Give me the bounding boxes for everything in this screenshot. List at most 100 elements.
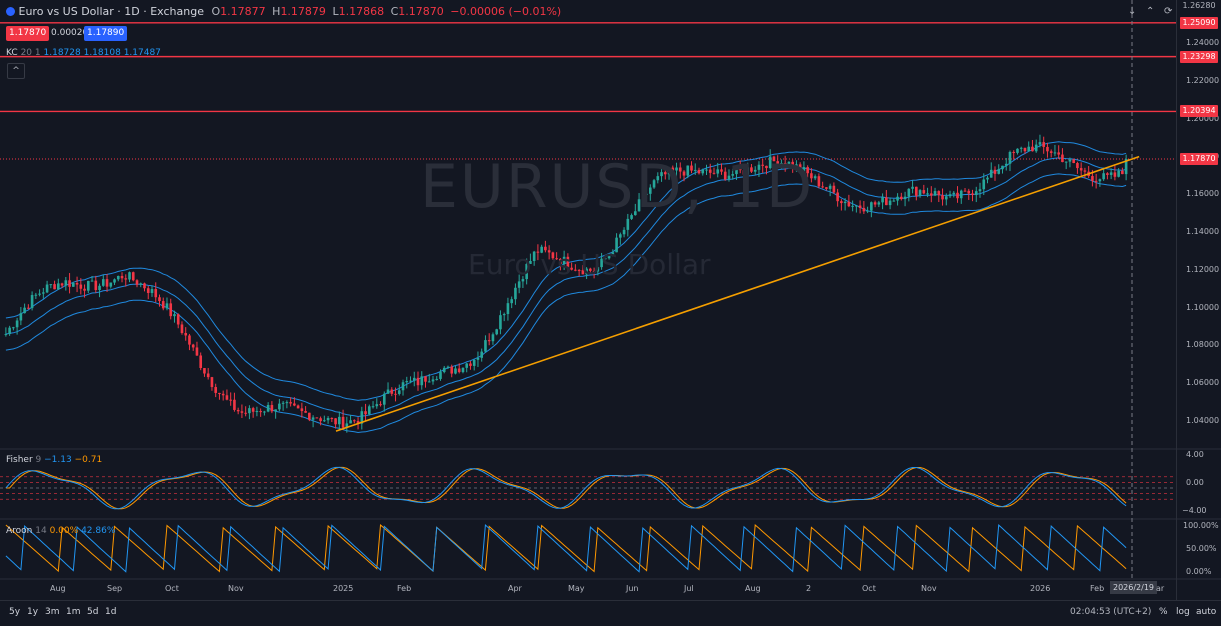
candle-body: [1004, 163, 1008, 166]
collapse-legend-button[interactable]: ^: [7, 63, 25, 79]
aroon-up-line: [5, 523, 1127, 573]
range-1d[interactable]: 1d: [105, 607, 117, 617]
candle-body: [1027, 146, 1031, 152]
candle-body: [675, 167, 678, 171]
range-3m[interactable]: 3m: [45, 607, 60, 617]
price-tick: 1.16000: [1186, 189, 1220, 199]
aroon-scale-top: 100.00%: [1183, 521, 1219, 530]
range-1y[interactable]: 1y: [27, 607, 39, 617]
candle-body: [926, 193, 929, 195]
candle-body: [851, 205, 854, 207]
candle-body: [64, 280, 68, 286]
candle-body: [412, 377, 416, 381]
watermark-ticker: EURUSD, 1D: [420, 152, 815, 222]
candle-body: [165, 303, 169, 309]
candle-body: [394, 393, 397, 395]
candle-body: [993, 169, 997, 174]
open-value: 1.17877: [220, 5, 266, 18]
fisher-legend[interactable]: Fisher 9 −1.13 −0.71: [6, 455, 102, 465]
candle-body: [746, 167, 750, 175]
sell-button[interactable]: 1.17870: [6, 26, 50, 41]
candle-body: [1091, 176, 1094, 181]
candle-body: [1109, 172, 1113, 175]
buy-button[interactable]: 1.17890: [84, 26, 128, 41]
candle-body: [98, 285, 101, 291]
fisher-line: [5, 466, 1127, 510]
symbol-title[interactable]: Euro vs US Dollar · 1D · Exchange: [18, 5, 204, 18]
candle-body: [723, 171, 727, 180]
candle-body: [660, 172, 663, 177]
range-1m[interactable]: 1m: [66, 607, 81, 617]
candle-body: [974, 191, 978, 196]
candle-body: [146, 288, 150, 293]
candle-body: [765, 165, 768, 169]
candle-body: [214, 387, 217, 393]
level-price-label[interactable]: 1.25090: [1180, 16, 1218, 29]
candle-body: [293, 403, 296, 406]
level-price-label[interactable]: 1.23298: [1180, 50, 1218, 63]
candle-body: [431, 379, 435, 382]
time-axis-label: Nov: [921, 584, 937, 593]
candle-body: [911, 186, 914, 189]
candle-body: [701, 169, 705, 174]
candle-body: [345, 423, 349, 428]
download-icon[interactable]: ↓: [1128, 6, 1137, 17]
percent-toggle[interactable]: %: [1159, 607, 1168, 617]
candle-body: [1079, 168, 1083, 171]
candle-body: [903, 196, 907, 200]
kc-name: KC: [6, 48, 18, 58]
chart-canvas[interactable]: [0, 0, 1221, 600]
candle-body: [278, 403, 281, 410]
refresh-icon[interactable]: ⟳: [1164, 6, 1173, 17]
candle-body: [813, 176, 817, 179]
range-5y[interactable]: 5y: [9, 607, 21, 617]
aroon-legend[interactable]: Aroon 14 0.00% 42.86%: [6, 526, 115, 536]
clock-timezone[interactable]: 02:04:53 (UTC+2): [1070, 607, 1152, 617]
candle-body: [491, 334, 495, 342]
time-axis-label: Aug: [50, 584, 66, 593]
level-price-label[interactable]: 1.20394: [1180, 105, 1218, 118]
candle-body: [1023, 147, 1027, 152]
kc-upper-value: 1.18728: [43, 48, 81, 58]
candle-body: [68, 280, 71, 287]
price-tick: 1.14000: [1186, 227, 1220, 237]
candle-body: [161, 301, 165, 309]
candle-body: [1008, 151, 1012, 164]
candle-body: [855, 205, 858, 207]
candle-body: [173, 314, 176, 317]
fisher-name: Fisher: [6, 455, 33, 465]
candle-body: [1124, 159, 1128, 175]
candle-body: [356, 420, 360, 424]
candle-body: [315, 417, 319, 419]
candle-body: [870, 202, 873, 211]
candle-body: [637, 199, 641, 212]
candle-body: [989, 169, 993, 178]
candle-body: [139, 283, 143, 285]
candle-body: [570, 267, 573, 270]
last-price-label[interactable]: 1.17870: [1180, 153, 1218, 166]
candle-body: [38, 293, 41, 295]
high-value: 1.17879: [280, 5, 326, 18]
range-5d[interactable]: 5d: [87, 607, 99, 617]
price-scale[interactable]: [1176, 0, 1221, 600]
candle-body: [1113, 172, 1117, 177]
log-toggle[interactable]: log: [1176, 607, 1190, 617]
candle-body: [592, 270, 596, 272]
candle-body: [45, 284, 49, 293]
collapse-icon[interactable]: ⌃: [1146, 6, 1155, 17]
candle-body: [341, 416, 345, 428]
price-tick: 1.08000: [1186, 340, 1220, 350]
candle-body: [323, 420, 326, 422]
bottom-toolbar: [0, 600, 1221, 626]
candle-body: [420, 376, 424, 386]
aroon-down-value: 42.86%: [81, 526, 116, 536]
candle-body: [615, 237, 618, 253]
auto-toggle[interactable]: auto: [1196, 607, 1217, 617]
candle-body: [574, 269, 577, 271]
candle-body: [435, 378, 439, 380]
candle-body: [1019, 147, 1023, 149]
candle-body: [596, 267, 600, 272]
kc-legend[interactable]: KC 20 1 1.18728 1.18108 1.17487: [6, 48, 161, 58]
candle-body: [334, 418, 337, 425]
candle-body: [667, 167, 671, 175]
